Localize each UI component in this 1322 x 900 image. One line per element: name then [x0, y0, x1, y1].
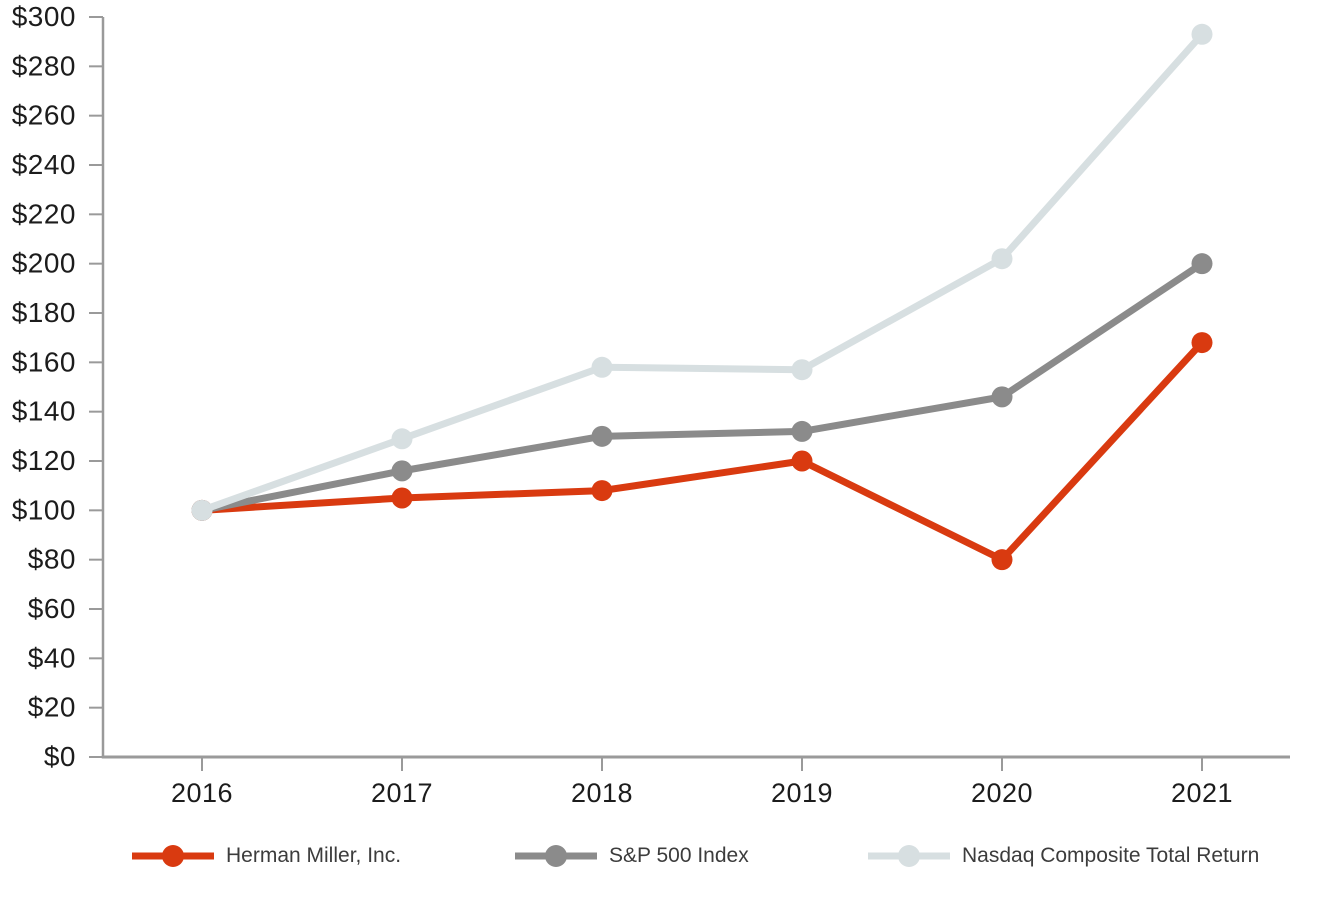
- y-tick-label: $120: [12, 445, 76, 476]
- data-point-herman-miller-inc-2021: [1191, 332, 1213, 354]
- data-point-nasdaq-composite-total-return-2021: [1191, 23, 1213, 45]
- legend-label-herman-miller: Herman Miller, Inc.: [226, 844, 402, 867]
- legend-item-sp500: S&P 500 Index: [515, 843, 749, 869]
- series-line-nasdaq-composite-total-return: [198, 30, 1206, 514]
- y-tick-label: $300: [12, 1, 76, 32]
- x-tick-label: 2017: [371, 778, 433, 808]
- y-tick-label: $140: [12, 396, 76, 427]
- y-tick-label: $260: [12, 100, 76, 131]
- x-tick-label: 2018: [571, 778, 633, 808]
- y-tick-label: $160: [12, 346, 76, 377]
- chart-legend: Herman Miller, Inc. S&P 500 Index Nasdaq…: [0, 843, 1322, 871]
- y-tick-label: $240: [12, 149, 76, 180]
- data-point-s-p-500-index-2021: [1191, 253, 1213, 275]
- data-point-s-p-500-index-2018: [591, 425, 613, 447]
- y-tick-label: $20: [28, 692, 76, 723]
- x-tick-label: 2019: [771, 778, 833, 808]
- data-point-s-p-500-index-2017: [391, 460, 413, 482]
- legend-item-herman-miller: Herman Miller, Inc.: [132, 843, 401, 869]
- y-tick-label: $40: [28, 642, 76, 673]
- series-line-herman-miller-inc: [198, 339, 1206, 564]
- x-tick-label: 2016: [171, 778, 233, 808]
- y-tick-label: $0: [44, 741, 76, 772]
- y-tick-label: $200: [12, 248, 76, 279]
- data-point-nasdaq-composite-total-return-2016: [191, 499, 213, 521]
- legend-label-sp500: S&P 500 Index: [609, 844, 749, 867]
- data-point-herman-miller-inc-2019: [791, 450, 813, 472]
- y-tick-label: $100: [12, 494, 76, 525]
- data-point-nasdaq-composite-total-return-2020: [991, 248, 1013, 270]
- data-point-herman-miller-inc-2020: [991, 549, 1013, 571]
- series-line-s-p-500-index: [198, 260, 1206, 514]
- data-point-s-p-500-index-2019: [791, 420, 813, 442]
- x-tick-label: 2020: [971, 778, 1033, 808]
- data-point-nasdaq-composite-total-return-2019: [791, 359, 813, 381]
- legend-label-nasdaq: Nasdaq Composite Total Return: [962, 844, 1260, 867]
- y-tick-label: $280: [12, 50, 76, 81]
- y-tick-label: $180: [12, 297, 76, 328]
- y-tick-label: $60: [28, 593, 76, 624]
- legend-item-nasdaq: Nasdaq Composite Total Return: [868, 843, 1259, 869]
- x-tick-label: 2021: [1171, 778, 1233, 808]
- data-point-nasdaq-composite-total-return-2017: [391, 428, 413, 450]
- data-point-herman-miller-inc-2017: [391, 487, 413, 509]
- y-tick-label: $80: [28, 544, 76, 575]
- sp500-line-swatch-icon: [515, 845, 597, 867]
- y-tick-label: $220: [12, 198, 76, 229]
- herman-miller-line-swatch-icon: [132, 845, 214, 867]
- nasdaq-line-swatch-icon: [868, 845, 950, 867]
- data-point-s-p-500-index-2020: [991, 386, 1013, 408]
- data-point-nasdaq-composite-total-return-2018: [591, 356, 613, 378]
- data-point-herman-miller-inc-2018: [591, 480, 613, 502]
